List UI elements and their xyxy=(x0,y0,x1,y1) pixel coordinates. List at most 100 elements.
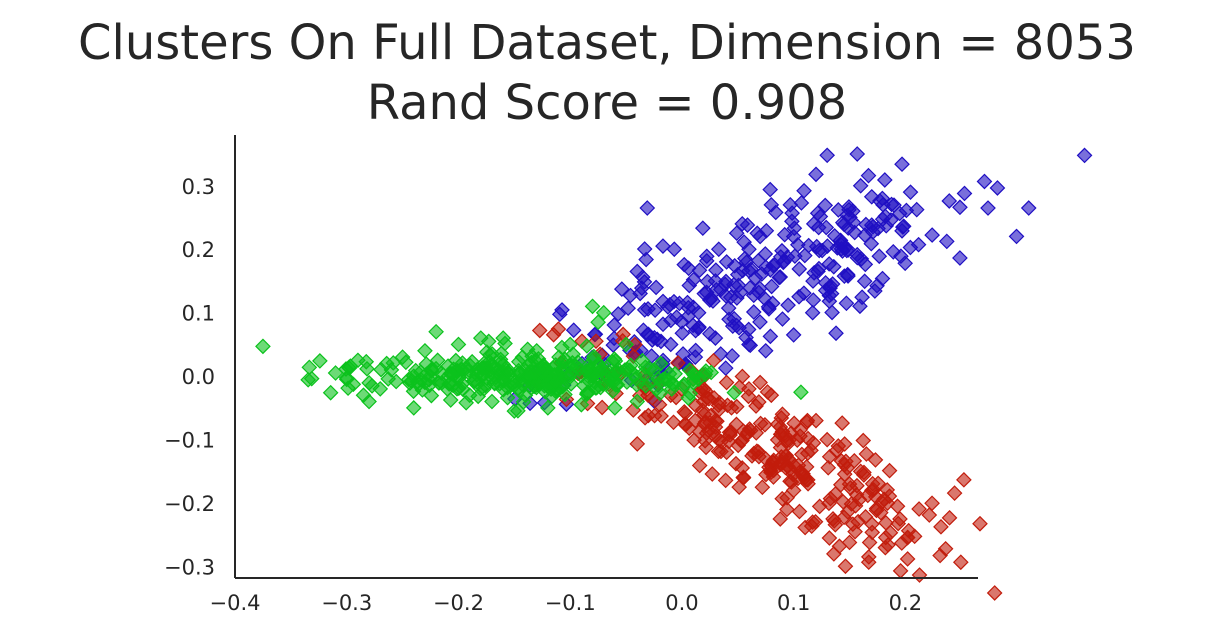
data-point-0 xyxy=(655,316,671,333)
data-point-0 xyxy=(613,281,630,297)
data-point-1 xyxy=(932,547,948,564)
data-point-1 xyxy=(956,471,972,488)
data-point-1 xyxy=(773,410,790,426)
data-point-0 xyxy=(774,311,791,327)
data-point-1 xyxy=(858,446,875,462)
data-point-1 xyxy=(778,448,794,465)
data-point-1 xyxy=(856,467,872,483)
data-point-2 xyxy=(642,374,659,391)
data-point-0 xyxy=(638,251,654,268)
data-point-1 xyxy=(757,451,774,467)
data-point-1 xyxy=(799,412,816,429)
data-point-1 xyxy=(752,415,769,432)
data-point-2 xyxy=(428,323,444,340)
data-point-2 xyxy=(303,370,320,387)
data-point-0 xyxy=(856,273,873,290)
data-point-0 xyxy=(679,294,696,311)
data-point-1 xyxy=(742,422,759,439)
data-point-0 xyxy=(885,243,902,260)
data-point-0 xyxy=(767,204,784,221)
data-point-1 xyxy=(704,466,721,482)
data-point-0 xyxy=(676,256,693,273)
data-point-1 xyxy=(827,486,844,502)
data-point-2 xyxy=(255,338,271,355)
data-point-1 xyxy=(688,397,704,414)
data-point-1 xyxy=(754,479,771,496)
data-point-1 xyxy=(740,388,757,405)
data-point-1 xyxy=(711,432,727,448)
data-point-0 xyxy=(720,300,737,316)
data-point-2 xyxy=(628,376,645,393)
data-point-1 xyxy=(836,466,853,482)
data-point-0 xyxy=(551,306,568,323)
data-point-0 xyxy=(763,278,780,295)
data-point-0 xyxy=(690,320,707,337)
data-point-1 xyxy=(746,445,762,462)
data-point-2 xyxy=(629,393,646,410)
data-point-0 xyxy=(789,236,806,253)
data-point-1 xyxy=(911,567,928,583)
data-point-1 xyxy=(734,460,751,476)
data-point-1 xyxy=(825,511,841,527)
data-point-1 xyxy=(782,473,798,490)
data-point-0 xyxy=(976,173,993,190)
data-point-1 xyxy=(933,518,949,535)
data-point-0 xyxy=(902,184,919,201)
data-point-0 xyxy=(644,332,661,348)
data-point-2 xyxy=(463,367,480,384)
data-point-2 xyxy=(418,356,435,372)
data-point-1 xyxy=(844,516,861,533)
data-point-0 xyxy=(874,270,891,287)
data-point-1 xyxy=(836,456,853,473)
data-point-0 xyxy=(710,241,727,258)
data-point-1 xyxy=(986,585,1003,601)
data-point-1 xyxy=(828,442,845,459)
data-point-2 xyxy=(510,365,527,382)
data-point-2 xyxy=(483,369,500,385)
data-point-0 xyxy=(705,293,721,309)
y-tick-label: −0.1 xyxy=(164,429,215,453)
data-point-0 xyxy=(804,304,821,321)
data-point-0 xyxy=(734,262,751,279)
data-point-0 xyxy=(691,262,708,279)
data-point-0 xyxy=(883,196,900,213)
data-point-0 xyxy=(766,257,783,273)
data-point-1 xyxy=(855,432,872,449)
data-point-1 xyxy=(710,443,727,460)
data-point-0 xyxy=(819,147,836,164)
data-point-1 xyxy=(550,321,567,337)
data-point-2 xyxy=(480,333,497,350)
data-point-2 xyxy=(361,375,377,391)
data-point-1 xyxy=(877,539,894,556)
data-point-0 xyxy=(680,308,697,324)
data-point-2 xyxy=(682,385,699,402)
data-point-2 xyxy=(405,400,422,416)
data-point-0 xyxy=(840,220,857,236)
data-point-0 xyxy=(810,263,826,280)
data-point-0 xyxy=(745,304,762,320)
data-point-2 xyxy=(530,351,547,367)
data-point-2 xyxy=(590,314,606,331)
data-point-0 xyxy=(821,256,838,272)
data-point-0 xyxy=(793,195,810,211)
y-tick-label: −0.3 xyxy=(164,556,215,580)
data-point-2 xyxy=(322,384,339,401)
data-point-1 xyxy=(677,417,694,433)
data-point-1 xyxy=(531,322,548,339)
data-point-0 xyxy=(891,205,908,222)
data-point-1 xyxy=(899,551,916,567)
data-point-0 xyxy=(757,342,774,359)
data-point-0 xyxy=(636,274,653,290)
data-point-0 xyxy=(620,300,637,317)
x-tick-label: 0.2 xyxy=(889,591,922,615)
chart-title: Clusters On Full Dataset, Dimension = 80… xyxy=(78,15,1136,71)
data-point-1 xyxy=(665,414,682,431)
data-point-0 xyxy=(808,166,824,183)
data-point-0 xyxy=(1020,200,1037,216)
data-point-0 xyxy=(742,337,759,354)
data-point-1 xyxy=(836,436,853,452)
data-point-2 xyxy=(497,335,513,352)
chart-subtitle: Rand Score = 0.908 xyxy=(366,75,848,131)
data-point-1 xyxy=(860,549,877,565)
